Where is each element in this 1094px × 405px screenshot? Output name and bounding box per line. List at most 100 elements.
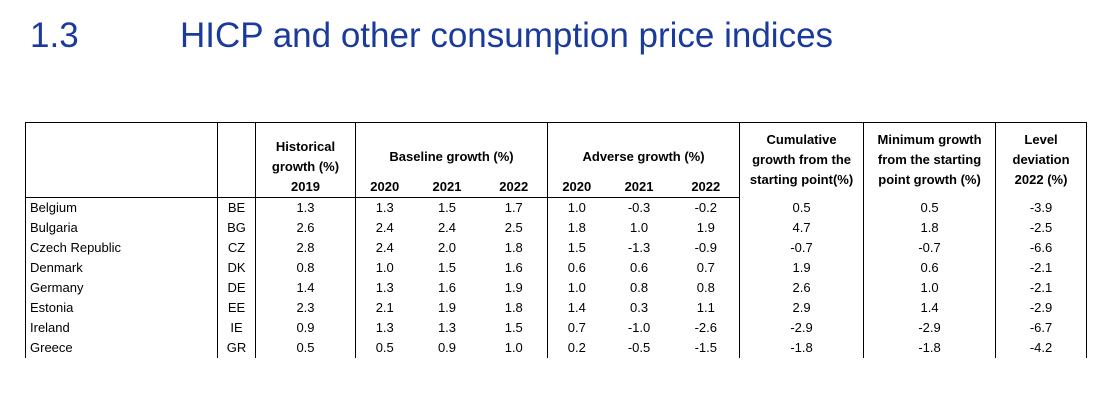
cell-b2021: 0.9 bbox=[437, 340, 457, 355]
cell-cum: -1.8 bbox=[739, 338, 864, 358]
year-adv-2021: 2021 bbox=[605, 177, 673, 198]
cell-b2020: 2.1 bbox=[355, 298, 414, 318]
cell-a2020: 1.4 bbox=[547, 298, 606, 318]
cell-cum: -0.7 bbox=[739, 238, 864, 258]
cell-cum: 4.7 bbox=[739, 218, 864, 238]
header-country-year-blank bbox=[25, 177, 218, 198]
cell-country: Ireland bbox=[25, 318, 218, 338]
hicp-table: Historical growth (%) Baseline growth (%… bbox=[25, 122, 1088, 358]
cell-hist: 2.6 bbox=[255, 218, 356, 238]
cell-b2021: 1.6 bbox=[437, 280, 457, 295]
cell-a2020: 1.8 bbox=[547, 218, 606, 238]
year-base-2022: 2022 bbox=[480, 177, 548, 198]
header-historical: Historical growth (%) bbox=[255, 122, 356, 177]
header-code-blank bbox=[217, 122, 256, 177]
section-number: 1.3 bbox=[30, 16, 79, 55]
cell-a2021: 0.8 bbox=[629, 280, 649, 295]
table-row: Ireland IE 0.9 1.3 1.3 1.5 0.7 -1.0 -2.6… bbox=[25, 318, 1088, 338]
year-adv-2020: 2020 bbox=[547, 177, 606, 198]
cell-a2021: 0.6 bbox=[629, 260, 649, 275]
cell-b2020: 2.4 bbox=[355, 218, 414, 238]
cell-hist: 1.3 bbox=[255, 197, 356, 218]
cell-b2022: 1.6 bbox=[504, 260, 523, 275]
table-row: Greece GR 0.5 0.5 0.9 1.0 0.2 -0.5 -1.5 … bbox=[25, 338, 1088, 358]
cell-min: 0.5 bbox=[863, 197, 996, 218]
cell-code: DE bbox=[217, 278, 256, 298]
header-baseline: Baseline growth (%) bbox=[354, 122, 548, 177]
cell-min: 0.6 bbox=[863, 258, 996, 278]
cell-a2022: 1.9 bbox=[696, 220, 715, 235]
header-cumulative: Cumulative growth from the starting poin… bbox=[739, 122, 864, 198]
cell-cum: 2.6 bbox=[739, 278, 864, 298]
year-adv-2022: 2022 bbox=[672, 177, 740, 198]
header-minimum: Minimum growth from the starting point g… bbox=[863, 122, 996, 198]
cell-code: CZ bbox=[217, 238, 256, 258]
cell-code: EE bbox=[217, 298, 256, 318]
cell-b2021: 2.0 bbox=[437, 240, 457, 255]
cell-code: BG bbox=[217, 218, 256, 238]
cell-cum: 0.5 bbox=[739, 197, 864, 218]
cell-a2021: -1.0 bbox=[627, 320, 651, 335]
cell-lvl: -2.5 bbox=[995, 218, 1088, 238]
cell-a2022: 0.8 bbox=[696, 280, 715, 295]
cell-b2021: 1.5 bbox=[437, 200, 457, 215]
cell-min: -0.7 bbox=[863, 238, 996, 258]
cell-a2021: 0.3 bbox=[629, 300, 649, 315]
table-row: Germany DE 1.4 1.3 1.6 1.9 1.0 0.8 0.8 2… bbox=[25, 278, 1088, 298]
cell-b2021: 2.4 bbox=[437, 220, 457, 235]
cell-a2020: 1.5 bbox=[547, 238, 606, 258]
cell-b2020: 1.0 bbox=[355, 258, 414, 278]
cell-country: Greece bbox=[25, 338, 218, 358]
cell-a2021: -0.3 bbox=[627, 200, 651, 215]
cell-a2021: -0.5 bbox=[627, 340, 651, 355]
cell-b2022: 1.7 bbox=[504, 200, 523, 215]
cell-b2020: 1.3 bbox=[355, 318, 414, 338]
cell-a2021: -1.3 bbox=[627, 240, 651, 255]
cell-a2020: 1.0 bbox=[547, 197, 606, 218]
cell-b2020: 1.3 bbox=[355, 197, 414, 218]
cell-b2021: 1.5 bbox=[437, 260, 457, 275]
cell-a2020: 0.7 bbox=[547, 318, 606, 338]
cell-country: Bulgaria bbox=[25, 218, 218, 238]
cell-lvl: -4.2 bbox=[995, 338, 1088, 358]
cell-a2022: 0.7 bbox=[696, 260, 715, 275]
cell-hist: 1.4 bbox=[255, 278, 356, 298]
cell-b2021: 1.3 bbox=[437, 320, 457, 335]
cell-country: Germany bbox=[25, 278, 218, 298]
cell-min: -2.9 bbox=[863, 318, 996, 338]
cell-a2022: -1.5 bbox=[694, 340, 717, 355]
year-base-2020: 2020 bbox=[355, 177, 414, 198]
cell-min: -1.8 bbox=[863, 338, 996, 358]
cell-min: 1.4 bbox=[863, 298, 996, 318]
cell-b2022: 1.8 bbox=[504, 300, 523, 315]
cell-b2020: 1.3 bbox=[355, 278, 414, 298]
table-row: Denmark DK 0.8 1.0 1.5 1.6 0.6 0.6 0.7 1… bbox=[25, 258, 1088, 278]
header-adverse: Adverse growth (%) bbox=[547, 122, 740, 177]
header-code-year-blank bbox=[217, 177, 256, 198]
cell-code: DK bbox=[217, 258, 256, 278]
cell-b2020: 2.4 bbox=[355, 238, 414, 258]
cell-b2022: 1.8 bbox=[504, 240, 523, 255]
cell-lvl: -3.9 bbox=[995, 197, 1088, 218]
header-country-blank bbox=[25, 122, 218, 177]
table-row: Bulgaria BG 2.6 2.4 2.4 2.5 1.8 1.0 1.9 … bbox=[25, 218, 1088, 238]
cell-a2022: 1.1 bbox=[696, 300, 715, 315]
table-row: Belgium BE 1.3 1.3 1.5 1.7 1.0 -0.3 -0.2… bbox=[25, 197, 1088, 218]
year-hist: 2019 bbox=[255, 177, 356, 198]
cell-a2020: 0.2 bbox=[547, 338, 606, 358]
cell-lvl: -2.1 bbox=[995, 258, 1088, 278]
cell-b2021: 1.9 bbox=[437, 300, 457, 315]
cell-lvl: -6.6 bbox=[995, 238, 1088, 258]
cell-cum: 1.9 bbox=[739, 258, 864, 278]
cell-a2020: 1.0 bbox=[547, 278, 606, 298]
cell-b2022: 1.5 bbox=[504, 320, 523, 335]
cell-hist: 0.9 bbox=[255, 318, 356, 338]
cell-hist: 0.8 bbox=[255, 258, 356, 278]
cell-b2022: 1.9 bbox=[504, 280, 523, 295]
table-row: Estonia EE 2.3 2.1 1.9 1.8 1.4 0.3 1.1 2… bbox=[25, 298, 1088, 318]
section-title: HICP and other consumption price indices bbox=[180, 16, 834, 55]
cell-hist: 2.8 bbox=[255, 238, 356, 258]
cell-cum: 2.9 bbox=[739, 298, 864, 318]
cell-min: 1.8 bbox=[863, 218, 996, 238]
cell-a2022: -0.2 bbox=[694, 200, 717, 215]
